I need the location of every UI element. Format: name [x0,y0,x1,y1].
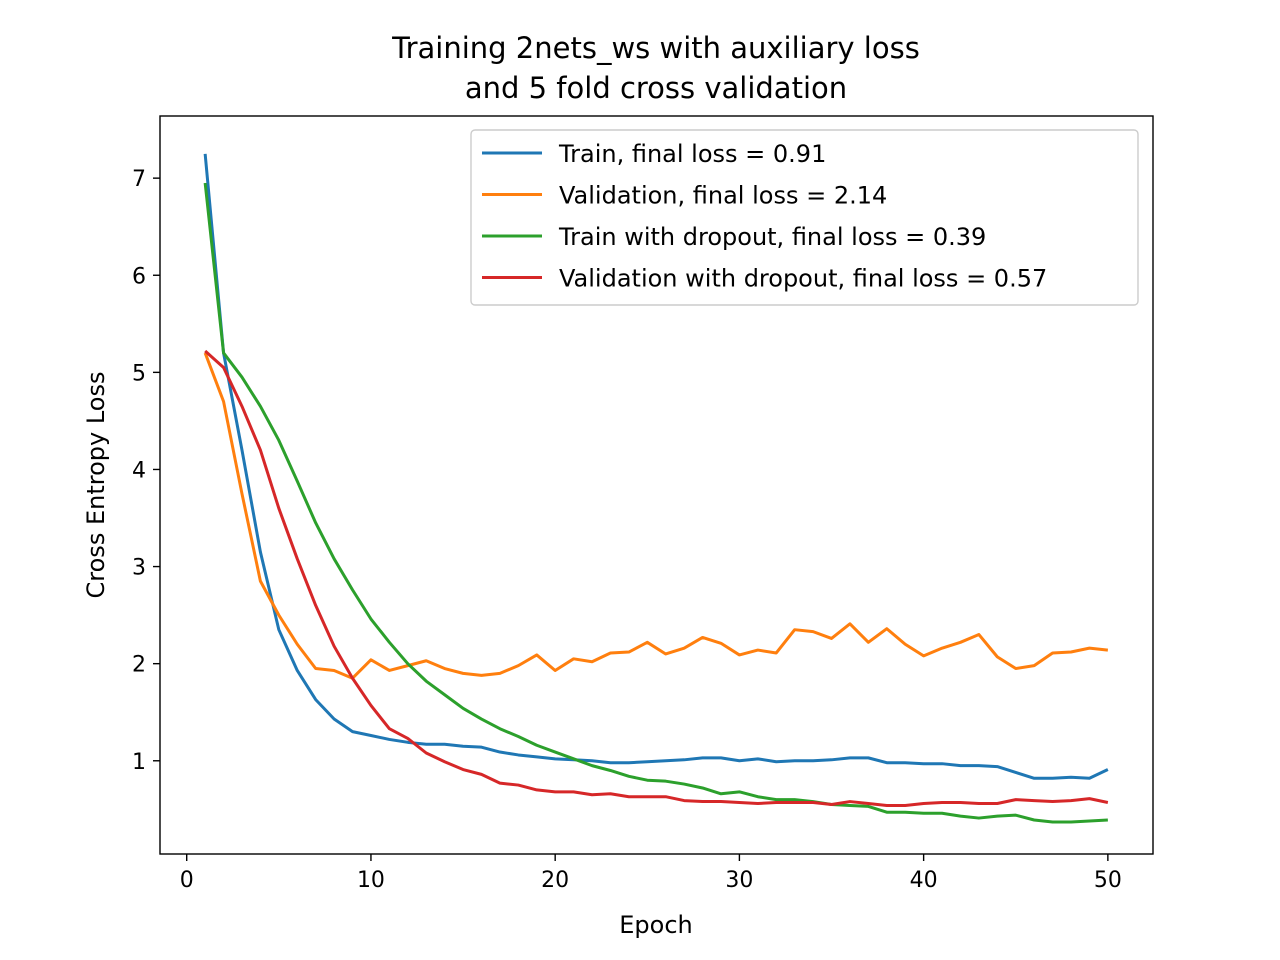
legend-entry-label: Train with dropout, final loss = 0.39 [558,223,986,251]
legend-entry-label: Train, final loss = 0.91 [558,140,826,168]
y-tick-label: 2 [132,653,146,678]
plot-area-frame [159,115,1154,855]
series-line-validation-final-loss-2-14 [203,352,1109,680]
y-tick-label: 6 [132,264,146,289]
legend-box [470,129,1139,306]
x-tick-label: 0 [180,868,194,893]
x-tick-label: 50 [1094,868,1122,893]
x-axis-label: Epoch [619,911,693,939]
x-tick-label: 10 [357,868,385,893]
series-line-train-with-dropout-final-loss-0-39 [203,182,1108,824]
y-tick-label: 7 [132,167,146,192]
series-line-train-final-loss-0-91 [203,153,1109,780]
chart-title-line-1: Training 2nets_ws with auxiliary loss [391,31,920,65]
x-tick-label: 20 [541,868,569,893]
legend: Train, final loss = 0.91 Validation, fina… [470,129,1139,306]
x-tick-label: 40 [910,868,938,893]
series-line-validation-with-dropout-final-loss-0-57 [204,349,1109,807]
chart-title-line-2: and 5 fold cross validation [465,71,847,105]
y-tick-label: 4 [132,458,146,483]
legend-entry-label: Validation, final loss = 2.14 [559,182,887,210]
x-tick-label: 30 [725,868,753,893]
y-axis-label: Cross Entropy Loss [82,372,110,599]
y-tick-label: 3 [132,556,146,581]
legend-entry-label: Validation with dropout, final loss = 0.… [559,265,1047,293]
y-tick-label: 1 [132,750,146,775]
series-lines [203,153,1109,824]
axis-ticks: 0 10 20 30 40 50 1 2 3 4 5 6 7 [132,167,1122,893]
y-tick-label: 5 [132,361,146,386]
